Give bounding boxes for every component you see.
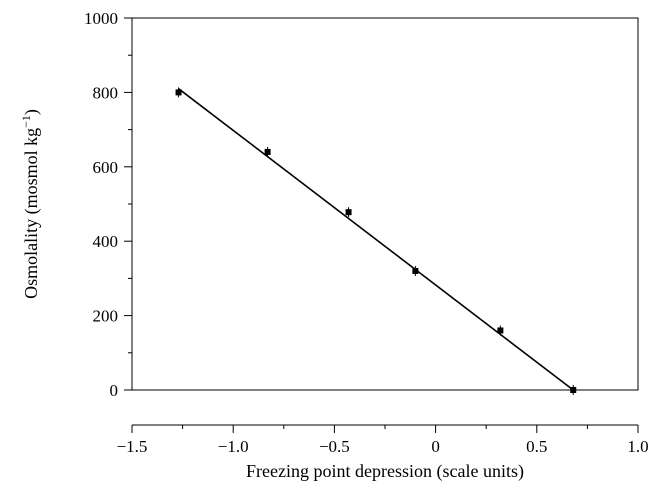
x-tick-label: 1.0 [627,437,648,456]
x-tick-label: −1.5 [117,437,148,456]
data-points [175,87,577,395]
x-axis-title: Freezing point depression (scale units) [246,461,524,482]
y-axis-title-close: ) [21,109,42,115]
plot-frame [131,17,639,391]
x-tick-label: 0 [431,437,440,456]
regression-line [178,88,574,391]
y-axis: 0 200 400 600 800 1000 [84,9,132,400]
x-axis: −1.5 −1.0 −0.5 0 0.5 1.0 [117,425,649,456]
x-tick-label: −0.5 [319,437,350,456]
y-axis-title: Osmolality (mosmol kg−1) [19,109,42,299]
x-tick-label: −1.0 [218,437,249,456]
x-tick-label: 0.5 [526,437,547,456]
y-tick-label: 800 [93,83,119,102]
y-tick-label: 600 [93,158,119,177]
y-axis-title-main: Osmolality (mosmol kg [21,128,42,299]
y-tick-label: 0 [110,381,119,400]
y-tick-label: 200 [93,307,119,326]
y-tick-label: 400 [93,232,119,251]
y-tick-label: 1000 [84,9,118,28]
y-axis-title-superscript: −1 [19,115,33,128]
